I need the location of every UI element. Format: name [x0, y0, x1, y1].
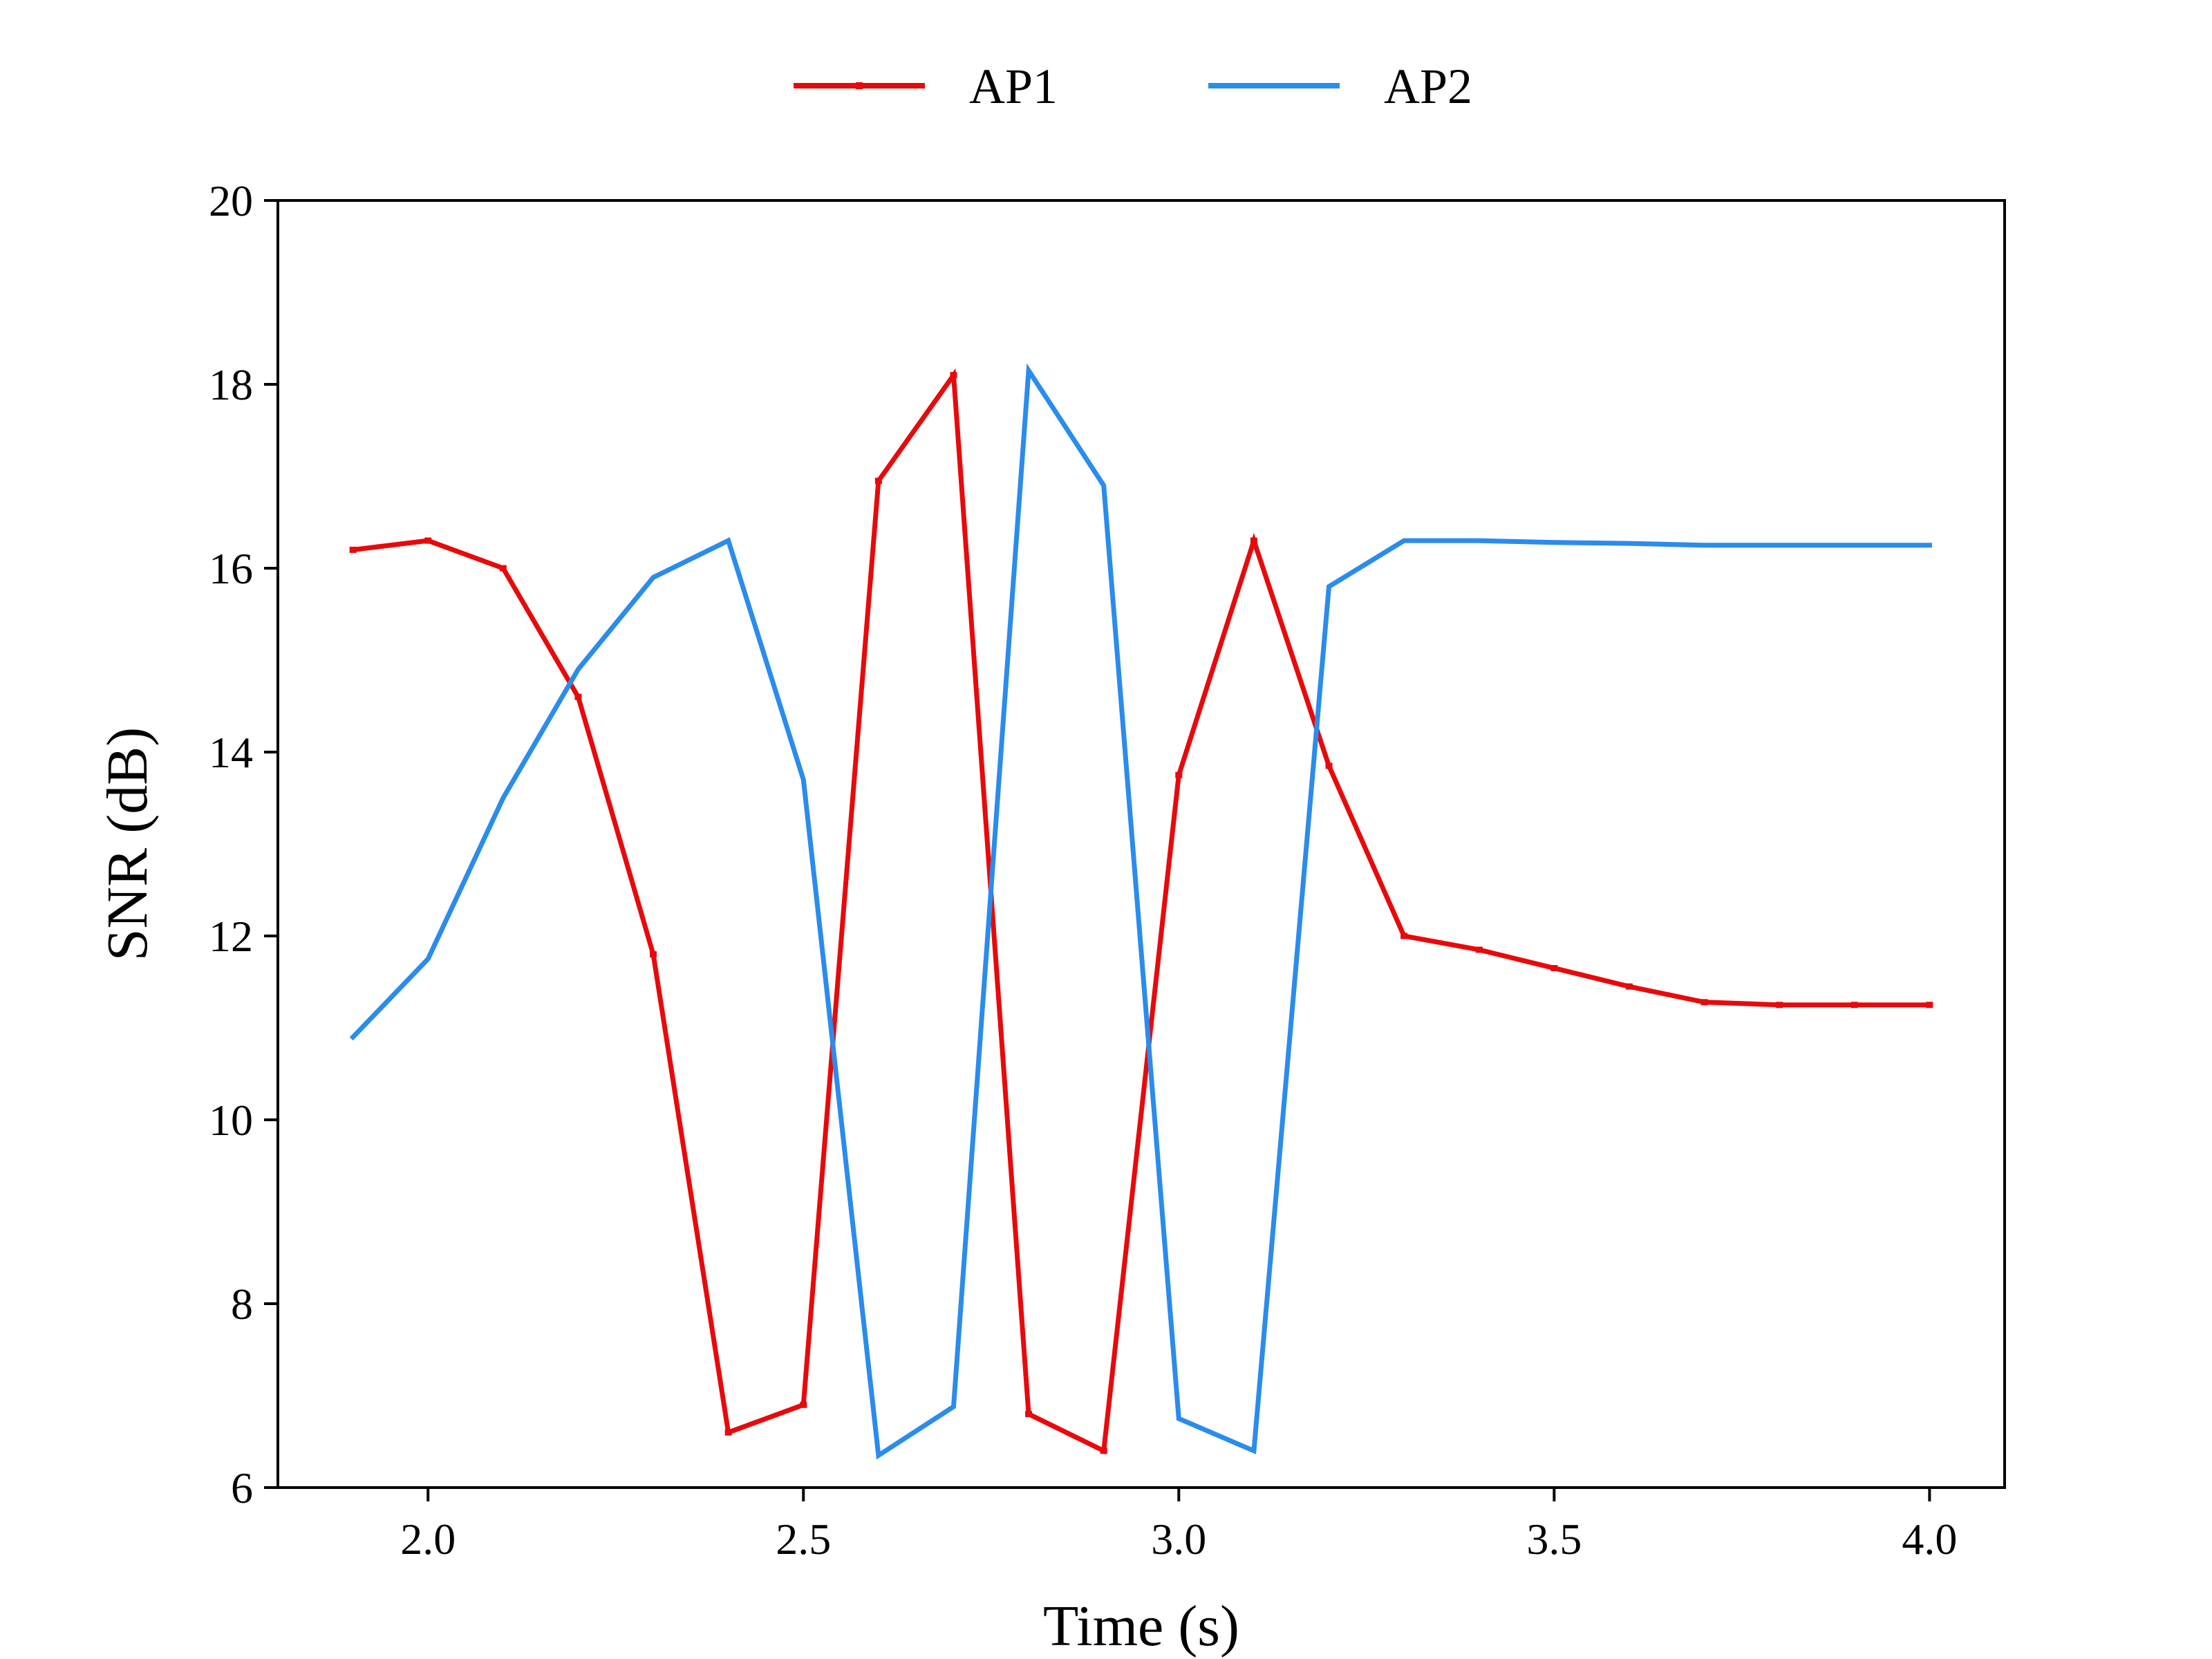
y-tick-label: 14 — [209, 728, 253, 777]
x-tick-label: 3.5 — [1526, 1515, 1582, 1564]
legend-label-ap1: AP1 — [969, 59, 1058, 114]
x-tick-label: 4.0 — [1902, 1515, 1957, 1564]
legend-label-ap2: AP2 — [1384, 59, 1472, 114]
x-tick-label: 2.5 — [776, 1515, 831, 1564]
y-tick-label: 20 — [209, 176, 253, 225]
series-line-ap1 — [350, 368, 1932, 1455]
y-tick-label: 8 — [231, 1280, 253, 1329]
y-tick-label: 10 — [209, 1096, 253, 1145]
y-axis: 6 8 10 12 14 16 18 20 — [209, 176, 278, 1512]
y-tick-label: 12 — [209, 912, 253, 961]
x-axis: 2.0 2.5 3.0 3.5 4.0 — [400, 1488, 1957, 1564]
legend: AP1 AP2 — [794, 59, 1472, 114]
y-tick-label: 18 — [209, 360, 253, 409]
plot-series — [349, 363, 1933, 1460]
x-tick-label: 2.0 — [400, 1515, 456, 1564]
plot-frame — [276, 199, 2006, 1489]
x-axis-label: Time (s) — [1043, 1594, 1239, 1658]
y-tick-label: 6 — [231, 1463, 253, 1512]
series-line-ap2 — [349, 363, 1932, 1460]
y-axis-label: SNR (dB) — [95, 727, 160, 961]
y-tick-label: 16 — [209, 544, 253, 593]
x-tick-label: 3.0 — [1151, 1515, 1206, 1564]
